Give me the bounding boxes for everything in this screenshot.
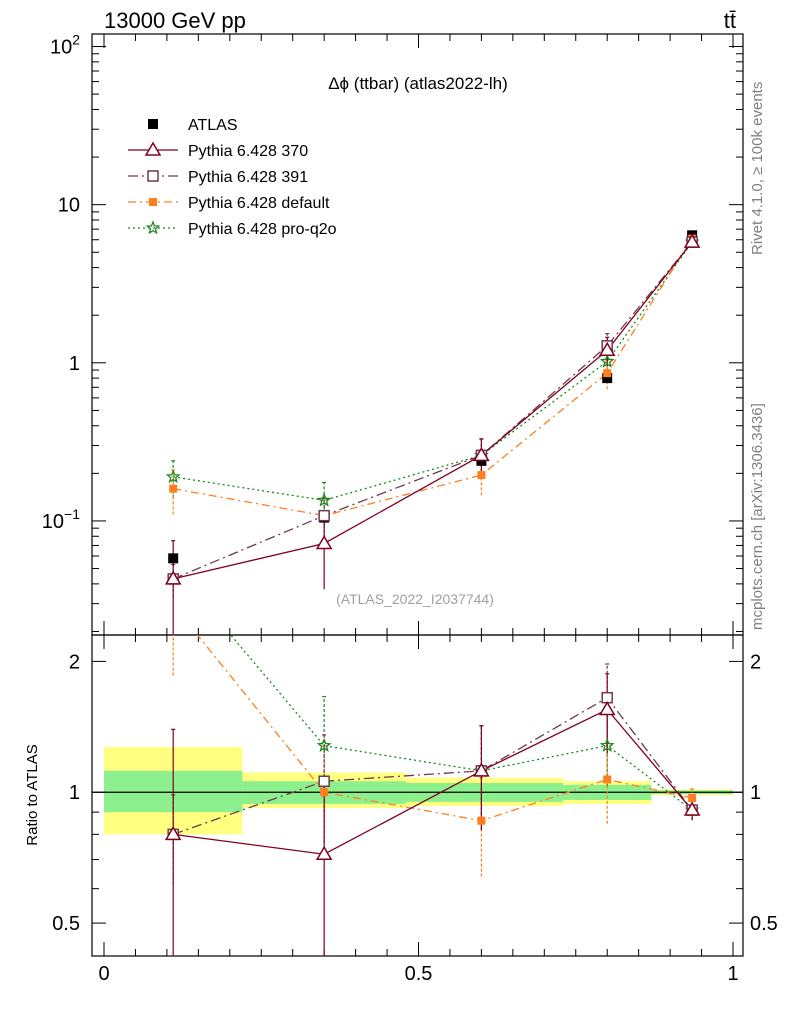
ratio-y-tick-label: 2: [69, 651, 80, 673]
x-tick-label: 0: [98, 963, 109, 985]
ratio-y-tick-label-right: 1: [750, 782, 761, 804]
series-marker-main: [164, 570, 182, 585]
ratio-y-tick-label: 1: [69, 782, 80, 804]
series-marker-ratio: [315, 845, 333, 860]
data-point-atlas: [602, 373, 613, 384]
series-marker-main: [599, 353, 615, 368]
ratio-y-label: Ratio to ATLAS: [24, 744, 41, 845]
energy-label: 13000 GeV pp: [104, 8, 246, 33]
series-marker-main: [603, 369, 612, 378]
series-marker-main: [598, 341, 616, 357]
x-ticks: 0 0.5 1: [98, 34, 739, 985]
series-line-ratio: [229, 635, 693, 811]
process-label: tt̄: [724, 8, 736, 33]
series-marker-ratio: [477, 816, 486, 825]
side-rivet-label: Rivet 4.1.0, ≥ 100k events: [749, 82, 766, 255]
series-marker-ratio: [318, 775, 330, 787]
series-line-main: [173, 238, 693, 517]
main-series: [164, 230, 701, 635]
legend-label: Pythia 6.428 391: [188, 169, 308, 186]
watermark: (ATLAS_2022_I2037744): [336, 591, 494, 607]
legend-marker: [149, 198, 157, 206]
ratio-y-tick-label-right: 0.5: [750, 913, 778, 935]
ratio-series: [164, 635, 701, 956]
legend: ATLAS Pythia 6.428 370 Pythia 6.428 391 Pyt…: [128, 117, 337, 238]
series-marker-main: [315, 535, 333, 550]
ratio-y-ticks: 2 2 1 1 0.5 0.5: [52, 651, 778, 935]
series-line-main: [172, 241, 693, 580]
series-marker-ratio: [320, 788, 329, 797]
x-tick-label: 1: [727, 963, 738, 985]
data-point-atlas: [168, 553, 179, 564]
ratio-y-tick-label-right: 2: [750, 651, 761, 673]
series-marker-main: [169, 484, 178, 493]
ratio-y-tick-label: 0.5: [52, 913, 80, 935]
series-line-ratio: [172, 696, 693, 835]
series-marker-ratio: [688, 793, 697, 802]
main-y-tick-label: 10−1: [42, 506, 80, 533]
legend-label: Pythia 6.428 pro-q2o: [188, 221, 337, 238]
series-marker-ratio: [316, 737, 332, 752]
x-tick-label: 0.5: [405, 963, 433, 985]
legend-label: Pythia 6.428 default: [188, 195, 330, 212]
series-marker-main: [316, 492, 332, 507]
series-marker-ratio: [683, 801, 701, 816]
side-mcplots-label: mcplots.cern.ch [arXiv:1306.3436]: [749, 403, 766, 630]
series-marker-main: [473, 446, 490, 462]
main-y-ticks: 102 10 1 10−1: [42, 32, 743, 632]
legend-marker-atlas: [148, 119, 158, 129]
series-marker-ratio: [598, 701, 616, 716]
main-y-tick-label: 1: [69, 353, 80, 375]
series-marker-ratio: [473, 762, 490, 777]
series-line-main: [173, 241, 693, 580]
series-marker-ratio: [164, 825, 182, 841]
legend-marker: [144, 141, 162, 156]
main-y-tick-label: 10: [58, 195, 80, 217]
ratio-frame: [91, 634, 744, 957]
ratio-bands: [92, 747, 743, 835]
series-marker-main: [477, 471, 486, 480]
series-marker-main: [165, 469, 181, 484]
series-marker-ratio: [603, 775, 612, 784]
legend-label-atlas: ATLAS: [188, 117, 238, 134]
chart-title: Δϕ (ttbar) (atlas2022-lh): [328, 74, 508, 93]
series-marker-main: [683, 233, 701, 248]
series-line-main: [173, 241, 693, 501]
series-marker-ratio: [599, 737, 615, 752]
legend-marker: [145, 220, 161, 235]
legend-marker: [147, 170, 159, 182]
series-marker-main: [318, 509, 330, 522]
main-y-tick-label: 102: [50, 32, 80, 59]
legend-label: Pythia 6.428 370: [188, 143, 308, 160]
